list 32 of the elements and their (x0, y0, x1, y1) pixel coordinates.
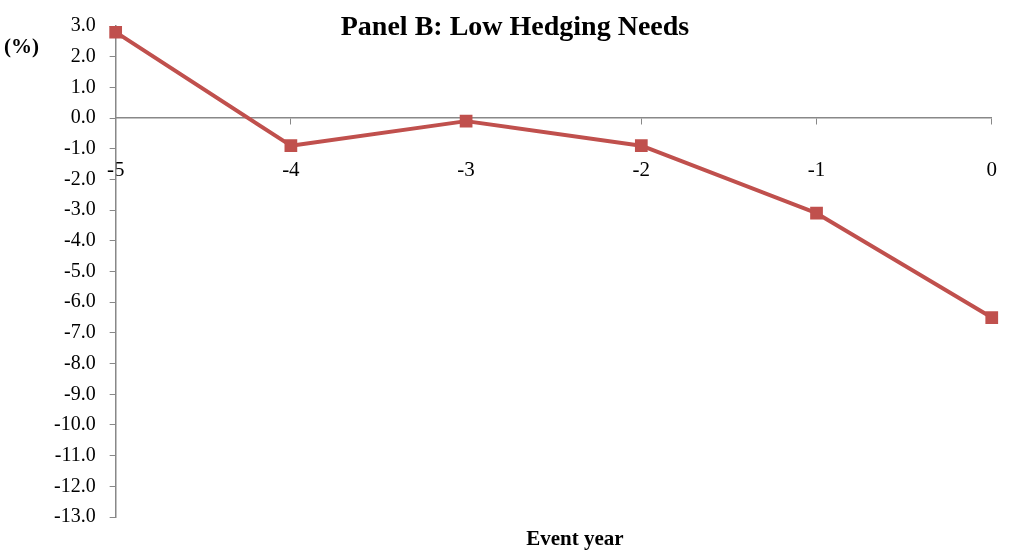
point (109, 26, 123, 39)
x-tick-label: 0 (986, 157, 997, 182)
y-tick-label: 3.0 (70, 13, 96, 36)
y-tick-label: -11.0 (54, 442, 96, 465)
x-axis-title: Event year (526, 526, 624, 551)
y-tick-label: -5.0 (63, 258, 96, 281)
x-tick-label: -2 (632, 157, 651, 182)
y-tick-label: -2.0 (63, 166, 96, 189)
y-tick-label: -8.0 (63, 350, 96, 373)
y-tick-label: -6.0 (63, 289, 96, 312)
y-tick-label: 1.0 (70, 74, 96, 97)
y-axis-title: (%) (4, 33, 39, 58)
x-tick-label: -1 (807, 157, 826, 182)
x-tick-label: -3 (457, 157, 475, 182)
y-tick-label: -1.0 (63, 136, 96, 158)
point (284, 139, 298, 153)
x-tick-label: -5 (106, 157, 125, 182)
y-tick-label: 0.0 (70, 105, 96, 128)
chart-title: Panel B: Low Hedging Needs (340, 10, 690, 42)
y-tick-label: -12.0 (53, 473, 96, 496)
y-tick-label: -9.0 (63, 381, 96, 404)
x-tick-label: -4 (282, 157, 301, 182)
y-tick-label: -4.0 (63, 228, 96, 251)
point (634, 139, 648, 153)
y-tick-label: -10.0 (53, 412, 96, 435)
point (459, 114, 473, 128)
y-tick-label: -13.0 (53, 504, 96, 527)
y-tick-label: 2.0 (70, 43, 96, 66)
point (810, 206, 823, 220)
point (985, 311, 999, 324)
y-tick-label: -7.0 (63, 320, 96, 343)
y-tick-label: -3.0 (63, 197, 96, 220)
